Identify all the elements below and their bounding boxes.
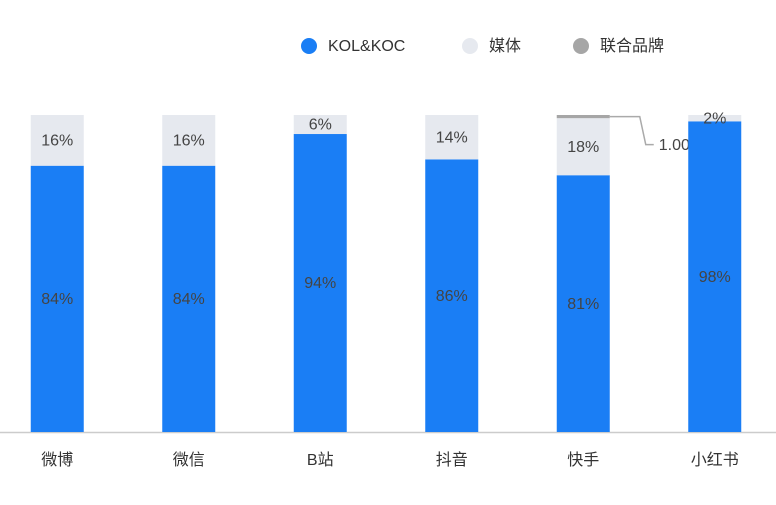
data-label: 16%	[173, 133, 205, 150]
x-tick-label: 快手	[567, 451, 599, 469]
data-label: 86%	[436, 288, 468, 305]
bar-segment	[688, 115, 742, 122]
data-label: 98%	[699, 269, 731, 286]
data-label: 84%	[173, 291, 205, 308]
bar-segment	[162, 165, 216, 432]
bar-segment	[425, 115, 479, 160]
bar-segment	[556, 175, 610, 433]
x-tick-label: 微博	[41, 451, 73, 469]
data-label: 81%	[567, 296, 599, 313]
x-tick-label: 抖音	[436, 451, 468, 469]
data-label: 18%	[567, 139, 599, 156]
data-label: 6%	[309, 117, 332, 134]
legend-label: 媒体	[489, 37, 521, 55]
bar-segment	[556, 115, 610, 119]
x-tick-label: 微信	[173, 451, 205, 469]
bar-segment	[688, 121, 742, 432]
data-label: 2%	[703, 110, 726, 127]
bar-segment	[30, 165, 84, 432]
x-tick-label: 小红书	[691, 451, 739, 469]
bar-segment	[293, 115, 347, 135]
bar-segment	[293, 134, 347, 432]
leader-line	[609, 115, 654, 146]
data-label: 94%	[304, 275, 336, 292]
data-label: 84%	[41, 291, 73, 308]
bar-segment	[30, 115, 84, 166]
legend-marker	[301, 38, 317, 54]
bar-segment	[556, 118, 610, 176]
legend-label: 联合品牌	[600, 37, 664, 55]
x-tick-label: B站	[307, 451, 334, 469]
data-label: 14%	[436, 129, 468, 146]
legend-label: KOL&KOC	[328, 38, 405, 55]
bar-segment	[162, 115, 216, 166]
bar-segment	[425, 159, 479, 432]
data-label: 16%	[41, 133, 73, 150]
legend-marker	[573, 38, 589, 54]
legend-marker	[462, 38, 478, 54]
